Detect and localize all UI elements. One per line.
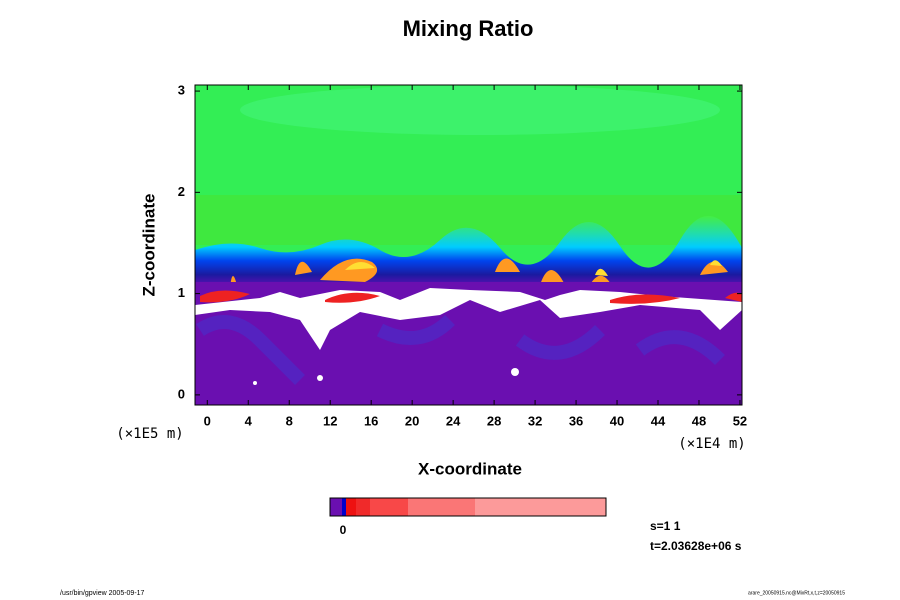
x-tick-label: 40 — [610, 413, 624, 428]
contour-field — [195, 85, 742, 405]
footer-left: /usr/bin/gpview 2005-09-17 — [60, 590, 145, 597]
x-tick-label: 16 — [364, 413, 378, 428]
footer-right: arare_20050915.nc@MixRt,x,t,z=20050915 — [748, 590, 845, 596]
x-tick-label: 44 — [651, 413, 666, 428]
x-tick-label: 36 — [569, 413, 583, 428]
x-tick-label: 20 — [405, 413, 419, 428]
y-tick-label: 1 — [178, 285, 185, 300]
annotation: t=2.03628e+06 s — [650, 539, 742, 553]
annotation: s=1 1 — [650, 519, 681, 533]
colorbar — [329, 497, 607, 517]
x-tick-label: 8 — [286, 413, 293, 428]
x-tick-label: 4 — [245, 413, 253, 428]
y-tick-label: 2 — [178, 184, 185, 199]
chart-title: Mixing Ratio — [403, 16, 534, 41]
x-tick-label: 48 — [692, 413, 706, 428]
x-unit: (×1E4 m) — [678, 436, 745, 452]
y-tick-label: 3 — [178, 83, 185, 98]
x-tick-label: 52 — [733, 413, 747, 428]
x-tick-label: 32 — [528, 413, 542, 428]
x-axis-label: X-coordinate — [418, 459, 522, 478]
plot-frame — [194, 84, 743, 406]
x-tick-label: 0 — [204, 413, 211, 428]
y-tick-label: 0 — [178, 386, 185, 401]
y-unit: (×1E5 m) — [116, 426, 183, 442]
x-tick-label: 12 — [323, 413, 337, 428]
x-tick-label: 24 — [446, 413, 461, 428]
y-axis-label: Z-coordinate — [139, 194, 158, 297]
x-tick-label: 28 — [487, 413, 501, 428]
colorbar-tick-label: 0 — [340, 523, 347, 537]
